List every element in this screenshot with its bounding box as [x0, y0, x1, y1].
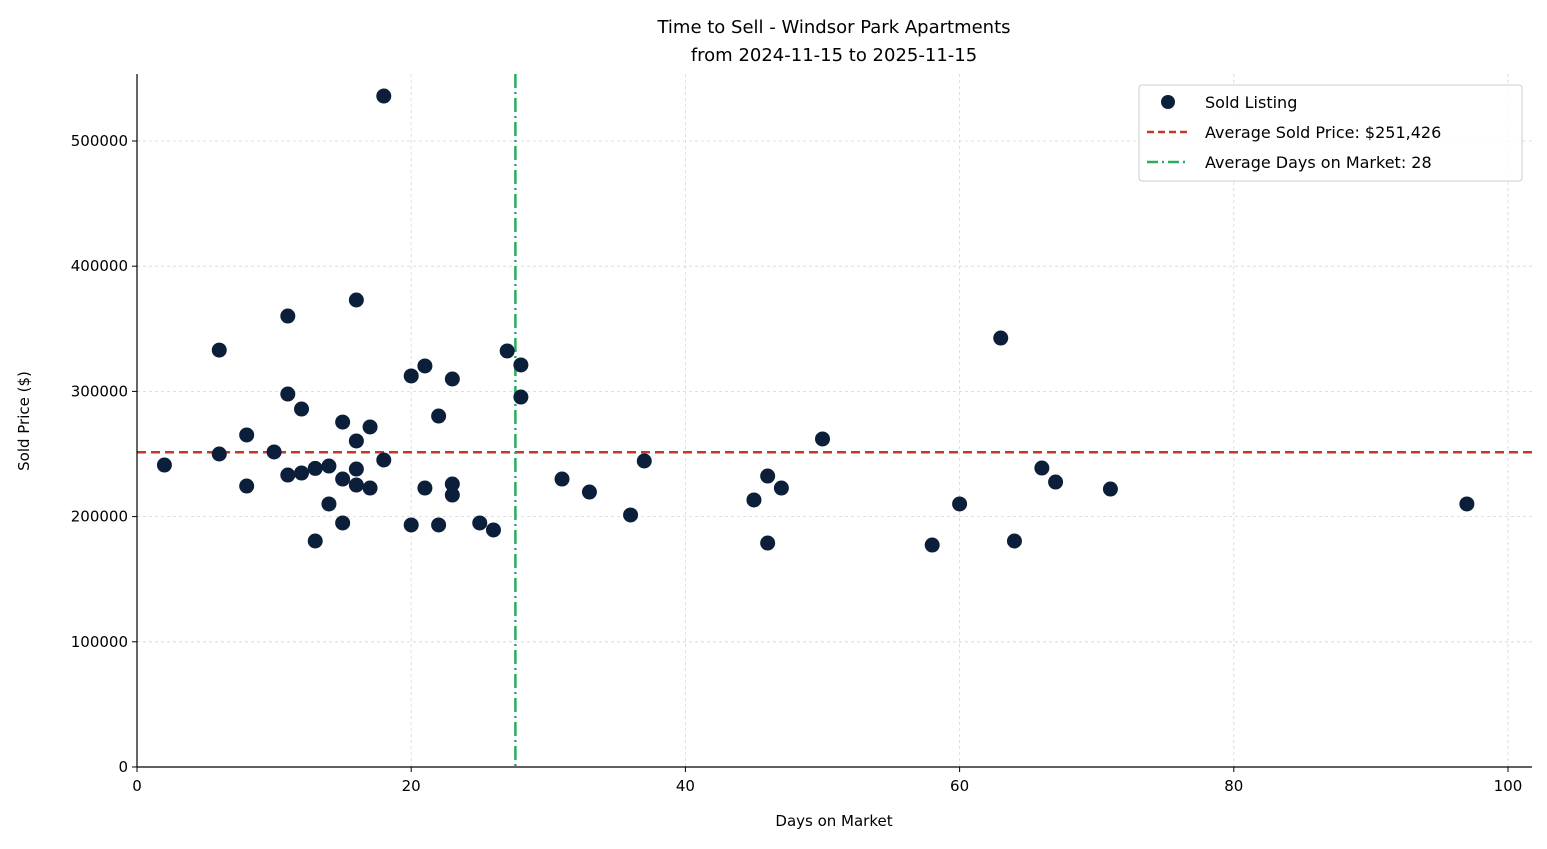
- data-point: [280, 467, 296, 483]
- y-tick-label: 400000: [71, 257, 128, 275]
- x-axis-label: Days on Market: [775, 812, 892, 830]
- data-point: [444, 487, 460, 503]
- data-point: [307, 533, 323, 549]
- data-point: [321, 458, 337, 474]
- data-point: [760, 535, 776, 551]
- y-axis-label: Sold Price ($): [15, 371, 33, 471]
- data-point: [1006, 533, 1022, 549]
- x-tick-label: 20: [402, 777, 421, 795]
- data-point: [485, 522, 501, 538]
- x-tick-label: 40: [676, 777, 695, 795]
- data-point: [431, 517, 447, 533]
- data-point: [403, 517, 419, 533]
- data-point: [773, 480, 789, 496]
- data-point: [239, 478, 255, 494]
- legend-marker-points: [1161, 95, 1175, 109]
- data-point: [417, 358, 433, 374]
- data-point: [403, 368, 419, 384]
- data-point: [499, 343, 515, 359]
- data-point: [444, 371, 460, 387]
- data-point: [348, 292, 364, 308]
- y-tick-label: 500000: [71, 132, 128, 150]
- data-point: [554, 471, 570, 487]
- data-point: [513, 357, 529, 373]
- data-point: [952, 496, 968, 512]
- legend-box: [1138, 84, 1523, 182]
- chart-title: Time to Sell - Windsor Park Apartments: [656, 17, 1010, 38]
- legend-label-points: Sold Listing: [1205, 93, 1297, 112]
- data-point: [431, 408, 447, 424]
- data-point: [1048, 474, 1064, 490]
- data-point: [376, 452, 392, 468]
- data-point: [321, 496, 337, 512]
- data-point: [335, 515, 351, 531]
- data-point: [362, 419, 378, 435]
- data-point: [636, 453, 652, 469]
- data-point: [376, 88, 392, 104]
- data-point: [815, 431, 831, 447]
- data-point: [348, 461, 364, 477]
- y-tick-label: 100000: [71, 633, 128, 651]
- data-point: [513, 389, 529, 405]
- x-tick-label: 0: [132, 777, 142, 795]
- data-point: [211, 342, 227, 358]
- reference-lines: [137, 74, 1532, 767]
- data-point: [266, 444, 282, 460]
- data-point: [294, 465, 310, 481]
- data-point: [760, 468, 776, 484]
- data-point: [348, 477, 364, 493]
- data-point: [362, 480, 378, 496]
- x-tick-label: 60: [950, 777, 969, 795]
- data-point: [472, 515, 488, 531]
- chart-subtitle: from 2024-11-15 to 2025-11-15: [691, 45, 977, 66]
- axes: 0 20 40 60 80 100 0 100000 200000 300000 400000 500…: [71, 74, 1532, 795]
- legend: Sold Listing Average Sold Price: $251,42…: [1138, 84, 1523, 182]
- data-point: [294, 401, 310, 417]
- data-point: [1459, 496, 1475, 512]
- y-tick-label: 0: [118, 758, 128, 776]
- points: [156, 88, 1475, 553]
- data-point: [239, 427, 255, 443]
- data-point: [280, 308, 296, 324]
- data-point: [1034, 460, 1050, 476]
- data-point: [746, 492, 762, 508]
- y-tick-label: 200000: [71, 508, 128, 526]
- legend-label-avg-price: Average Sold Price: $251,426: [1205, 123, 1441, 142]
- data-point: [1102, 481, 1118, 497]
- data-point: [417, 480, 433, 496]
- data-point: [211, 446, 227, 462]
- x-tick-label: 100: [1494, 777, 1523, 795]
- data-point: [348, 433, 364, 449]
- data-point: [335, 471, 351, 487]
- data-point: [993, 330, 1009, 346]
- data-point: [280, 386, 296, 402]
- data-point: [156, 457, 172, 473]
- data-point: [924, 537, 940, 553]
- legend-label-avg-days: Average Days on Market: 28: [1205, 153, 1432, 172]
- data-point: [307, 460, 323, 476]
- data-point: [335, 414, 351, 430]
- x-tick-label: 80: [1224, 777, 1243, 795]
- y-tick-label: 300000: [71, 382, 128, 400]
- data-point: [623, 507, 639, 523]
- data-point: [444, 476, 460, 492]
- data-point: [581, 484, 597, 500]
